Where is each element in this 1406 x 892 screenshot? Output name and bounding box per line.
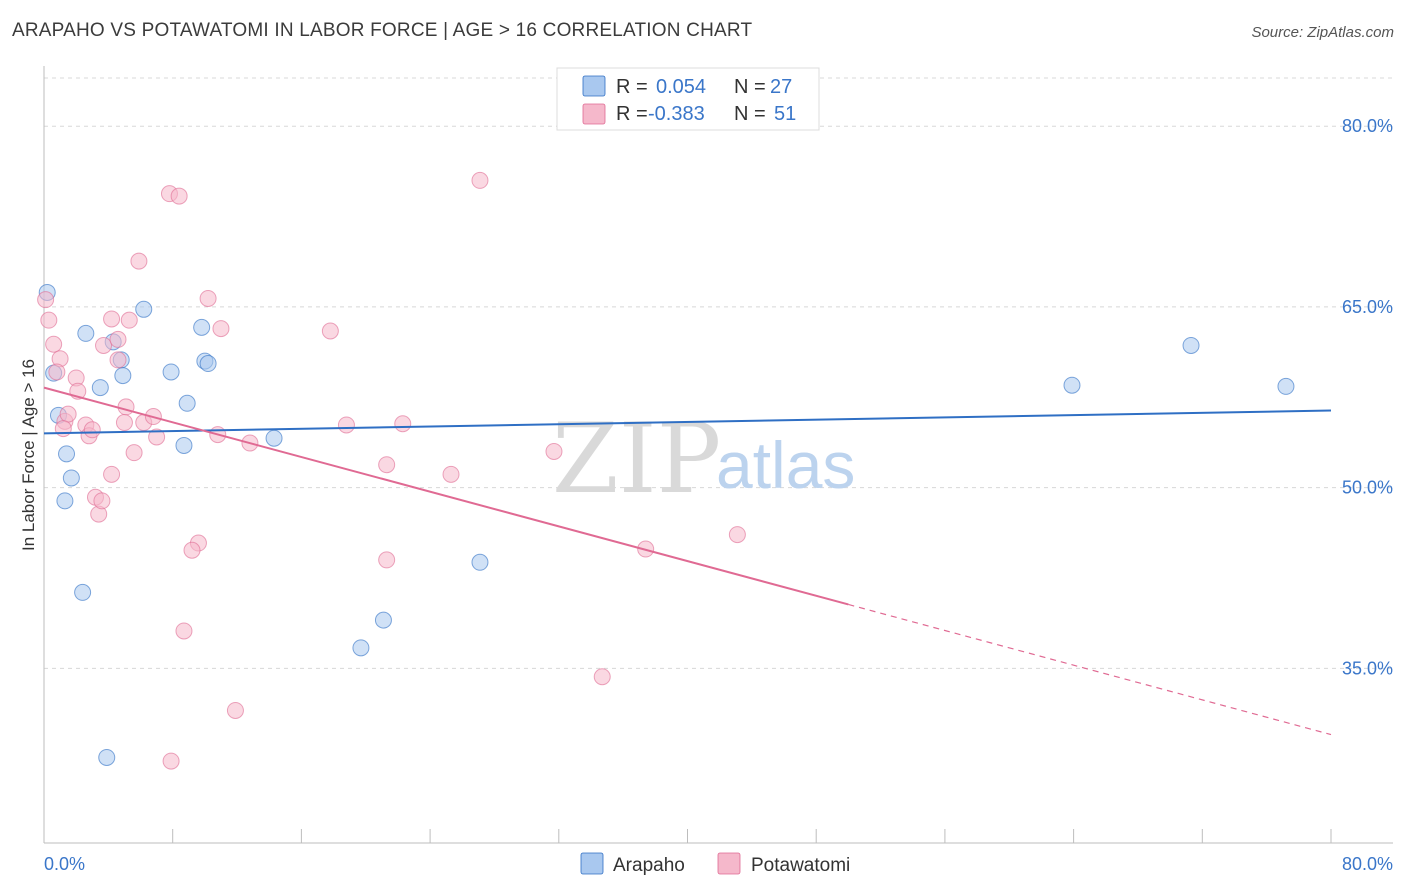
arapaho-point [352,639,370,657]
potawatomi-point [103,465,121,483]
potawatomi-point [83,421,101,439]
arapaho-point [56,492,74,510]
watermark-atlas: atlas [716,428,855,502]
potawatomi-point [125,444,143,462]
arapaho-trend-line [43,409,1332,435]
arapaho-point [193,318,211,336]
potawatomi-point [117,398,135,416]
arapaho-point [98,748,116,766]
potawatomi-point [120,311,138,329]
arapaho-point [175,436,193,454]
arapaho-point [1182,336,1200,354]
potawatomi-point [175,622,193,640]
potawatomi-point [59,405,77,423]
potawatomi-point [226,701,244,719]
trend-layer [43,386,1332,736]
legend-n-value-potawatomi: 51 [774,103,796,125]
arapaho-point [91,379,109,397]
arapaho-point [265,429,283,447]
arapaho-point [135,300,153,318]
bottom-legend-swatch-potawatomi [717,852,741,875]
potawatomi-point [212,320,230,338]
potawatomi-point [103,310,121,328]
potawatomi-point [115,414,133,432]
potawatomi-point [545,442,563,460]
axis-layer: 0.0% 80.0% [43,66,1393,874]
watermark-zip: ZIP [552,403,721,515]
potawatomi-point [170,187,188,205]
bottom-legend-label-arapaho: Arapaho [613,855,685,876]
potawatomi-point [728,526,746,544]
source-label: Source: ZipAtlas.com [1251,24,1394,41]
potawatomi-point [442,465,460,483]
potawatomi-trend-line [43,386,849,606]
potawatomi-point [54,420,72,438]
arapaho-point [1277,377,1295,395]
y-tick-label: 80.0% [1342,116,1393,136]
potawatomi-point [337,416,355,434]
y-tick-label: 35.0% [1342,658,1393,678]
arapaho-point [178,394,196,412]
legend-r-label-arapaho: R = [616,76,648,98]
potawatomi-point [378,456,396,474]
legend-r-value-arapaho: 0.054 [656,76,706,98]
potawatomi-point [93,492,111,510]
arapaho-point [162,363,180,381]
x-tick-label: 80.0% [1342,854,1393,874]
potawatomi-point [95,336,113,354]
legend-n-label-arapaho: N = [734,76,766,98]
bottom-legend-label-potawatomi: Potawatomi [751,855,850,876]
potawatomi-point [48,363,66,381]
potawatomi-point [40,311,58,329]
y-axis-title: In Labor Force | Age > 16 [19,359,38,551]
potawatomi-point [109,330,127,348]
arapaho-point [58,445,76,463]
x-tick-label: 0.0% [44,854,85,874]
arapaho-point [1063,376,1081,394]
potawatomi-point [471,171,489,189]
arapaho-point [77,324,95,342]
chart-title: ARAPAHO VS POTAWATOMI IN LABOR FORCE | A… [12,20,753,41]
arapaho-point [471,553,489,571]
potawatomi-point [593,668,611,686]
potawatomi-point [148,428,166,446]
y-tick-label: 65.0% [1342,297,1393,317]
potawatomi-point [130,252,148,270]
arapaho-point [62,469,80,487]
potawatomi-trend-extension [848,603,1332,736]
potawatomi-point [37,291,55,309]
arapaho-point [374,611,392,629]
potawatomi-point [109,351,127,369]
bottom-legend-swatch-arapaho [580,852,604,875]
legend-r-value-potawatomi: -0.383 [648,103,705,125]
potawatomi-point [45,335,63,353]
legend-n-label-potawatomi: N = [734,103,766,125]
arapaho-point [199,355,217,373]
grid-layer: 80.0% 65.0% 50.0% 35.0% [44,77,1393,678]
arapaho-point [114,367,132,385]
potawatomi-point [199,289,217,307]
potawatomi-point [378,551,396,569]
legend-swatch-arapaho [582,75,606,97]
potawatomi-point [321,322,339,340]
potawatomi-point [394,415,412,433]
arapaho-point [74,583,92,601]
y-tick-label: 50.0% [1342,478,1393,498]
legend-swatch-potawatomi [582,103,606,125]
potawatomi-point [162,752,180,770]
legend-n-value-arapaho: 27 [770,76,792,98]
potawatomi-point [183,541,201,559]
legend-box: R = 0.054 N = 27 R = -0.383 N = 51 [556,67,820,131]
bottom-legend: Arapaho Potawatomi [580,852,850,876]
legend-r-label-potawatomi: R = [616,103,648,125]
